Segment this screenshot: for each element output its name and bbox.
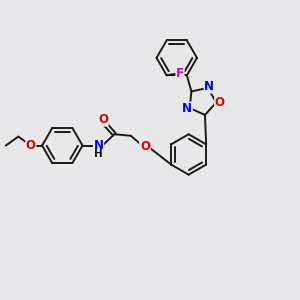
Text: O: O [215,96,225,109]
Text: O: O [98,113,108,126]
Text: N: N [204,80,214,93]
Text: O: O [140,140,150,153]
Text: F: F [176,67,184,80]
Text: N: N [182,102,192,115]
Text: O: O [140,140,150,153]
Text: N: N [94,139,103,152]
Text: O: O [26,139,36,152]
Text: H: H [94,149,103,159]
